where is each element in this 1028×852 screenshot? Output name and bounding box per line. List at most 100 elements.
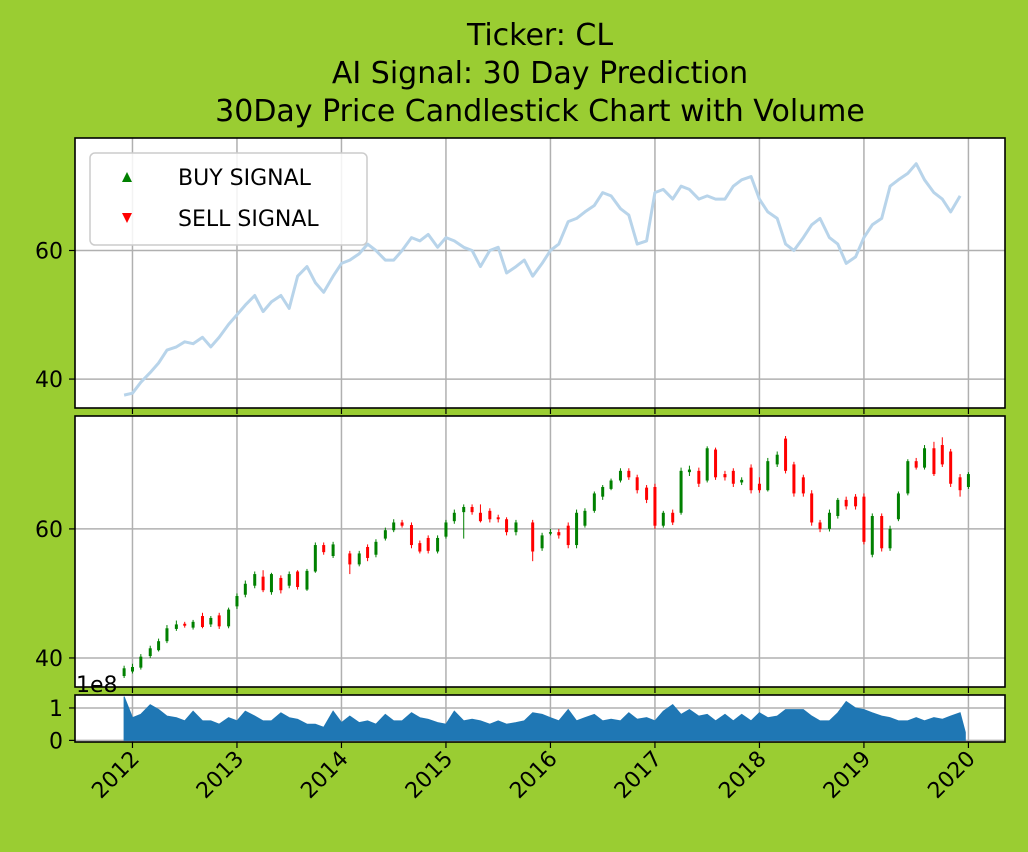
xtick-label-3: 2015 xyxy=(401,747,458,804)
candle-body-21 xyxy=(305,570,309,590)
chart-title: Ticker: CL AI Signal: 30 Day Prediction … xyxy=(215,18,865,129)
xtick-label-2: 2014 xyxy=(296,747,353,804)
candle-body-57 xyxy=(635,477,639,491)
candle-body-56 xyxy=(627,470,631,478)
candle-body-1 xyxy=(130,666,134,672)
price-ytick-label-0: 40 xyxy=(35,368,63,393)
candle-body-8 xyxy=(191,621,195,628)
candle-body-87 xyxy=(896,493,900,520)
candle-body-7 xyxy=(183,623,187,626)
candle-body-23 xyxy=(322,545,326,553)
candle-body-20 xyxy=(296,571,300,587)
candle-body-74 xyxy=(784,438,788,471)
candle-body-88 xyxy=(906,461,910,494)
volume-offset-label: 1e8 xyxy=(76,673,118,698)
candle-body-55 xyxy=(618,470,622,481)
candle-body-93 xyxy=(949,451,953,484)
candle-body-60 xyxy=(661,512,665,526)
candle-body-9 xyxy=(200,616,204,627)
legend-marker-0 xyxy=(122,172,132,182)
candle-body-2 xyxy=(139,656,143,668)
candle-body-78 xyxy=(818,522,822,529)
candle-body-76 xyxy=(801,477,805,494)
candle-body-45 xyxy=(531,522,535,552)
candle-body-52 xyxy=(592,493,596,511)
candle-body-77 xyxy=(810,493,814,523)
xtick-label-6: 2018 xyxy=(714,747,771,804)
candle-body-89 xyxy=(914,461,918,468)
candle-body-79 xyxy=(827,512,831,529)
x-axis: 2012 2013 2014 2015 2016 2017 2018 2019 2020 xyxy=(87,747,980,804)
xtick-label-7: 2019 xyxy=(819,747,876,804)
candle-body-46 xyxy=(540,535,544,549)
candle-body-91 xyxy=(932,448,936,475)
volume-border xyxy=(74,694,1006,743)
candle-body-66 xyxy=(714,449,718,478)
candle-body-17 xyxy=(269,574,273,593)
candle-body-24 xyxy=(331,544,335,557)
candle-body-49 xyxy=(566,525,570,546)
volume-panel: 0 1 1e8 xyxy=(49,673,1006,754)
candle-body-86 xyxy=(888,528,892,549)
xtick-label-1: 2013 xyxy=(192,747,249,804)
candle-body-28 xyxy=(374,541,378,555)
candle-body-11 xyxy=(217,615,221,627)
candle-body-6 xyxy=(174,624,178,629)
price-line xyxy=(123,162,962,397)
candle-body-81 xyxy=(844,499,848,507)
candle-body-32 xyxy=(409,525,413,546)
candle-body-18 xyxy=(279,577,283,591)
candle-body-43 xyxy=(505,519,509,533)
candle-body-12 xyxy=(227,609,231,627)
candle-body-13 xyxy=(235,596,239,607)
candle-body-51 xyxy=(583,510,587,526)
candle-body-39 xyxy=(470,506,474,513)
candle-body-25 xyxy=(348,553,352,565)
candle-body-50 xyxy=(575,512,579,546)
candle-body-14 xyxy=(243,583,247,595)
title-line-2: AI Signal: 30 Day Prediction xyxy=(332,56,748,91)
candle-body-59 xyxy=(653,486,657,526)
candle-body-31 xyxy=(400,522,404,526)
candle-body-19 xyxy=(287,574,291,586)
candle-body-40 xyxy=(478,512,482,522)
candle-body-41 xyxy=(488,510,492,520)
candle-body-38 xyxy=(462,506,466,513)
candle-body-65 xyxy=(705,448,709,481)
title-line-3: 30Day Price Candlestick Chart with Volum… xyxy=(215,94,865,129)
xtick-label-0: 2012 xyxy=(87,747,144,804)
candle-body-29 xyxy=(383,530,387,539)
legend-box xyxy=(89,152,368,246)
candle-body-53 xyxy=(601,486,605,497)
candle-body-58 xyxy=(645,487,649,500)
candle-ytick-label-0: 40 xyxy=(35,647,63,672)
candle-body-92 xyxy=(940,445,944,465)
price-border xyxy=(74,137,1006,409)
candle-body-27 xyxy=(366,546,370,558)
candle-body-26 xyxy=(357,553,361,565)
candle-body-33 xyxy=(418,543,422,552)
candle-body-37 xyxy=(452,512,456,522)
candle-body-47 xyxy=(548,532,552,534)
candle-body-68 xyxy=(731,470,735,484)
candle-body-10 xyxy=(209,617,213,625)
xtick-label-8: 2020 xyxy=(923,747,980,804)
candle-body-94 xyxy=(958,477,962,491)
candle-body-30 xyxy=(392,522,396,531)
xtick-label-4: 2016 xyxy=(505,747,562,804)
candle-body-42 xyxy=(496,517,500,520)
candle-body-82 xyxy=(854,496,858,507)
candle-body-71 xyxy=(757,483,761,491)
candle-body-62 xyxy=(679,470,683,513)
candle-body-90 xyxy=(923,448,927,468)
candle-body-73 xyxy=(775,454,779,465)
candle-body-4 xyxy=(157,641,161,651)
volume-area xyxy=(123,696,966,741)
price-ytick-label-1: 60 xyxy=(35,240,63,265)
legend-marker-1 xyxy=(122,213,132,223)
candle-body-80 xyxy=(836,499,840,517)
candle-body-48 xyxy=(557,532,561,536)
legend: BUY SIGNAL SELL SIGNAL xyxy=(89,152,368,246)
candle-body-35 xyxy=(436,537,440,552)
